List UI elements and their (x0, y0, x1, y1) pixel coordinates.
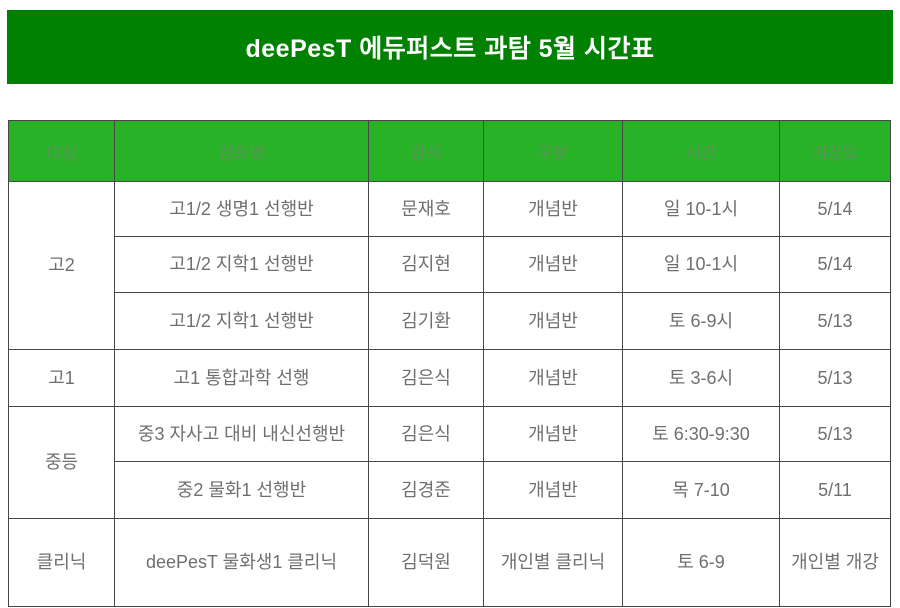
col-header-course: 강좌명 (114, 120, 369, 182)
target-cell: 중등 (8, 406, 115, 519)
table-row: 고1/2 지학1 선행반 김지현 개념반 일 10-1시 5/14 (9, 236, 891, 293)
timetable: 대상 강좌명 강사 구분 시간 개강일 고2 고1/2 생명1 선행반 문재호 … (8, 120, 891, 607)
type-cell: 개념반 (483, 349, 623, 407)
timetable-header: 대상 강좌명 강사 구분 시간 개강일 (8, 120, 891, 182)
course-cell: 고1/2 지학1 선행반 (114, 236, 369, 293)
target-cell: 고2 (8, 181, 115, 350)
col-header-start-date: 개강일 (779, 120, 891, 182)
teacher-cell: 김은식 (368, 349, 484, 407)
header-row: 대상 강좌명 강사 구분 시간 개강일 (8, 120, 891, 182)
col-header-teacher: 강사 (368, 120, 484, 182)
table-row: 중등 중3 자사고 대비 내신선행반 김은식 개념반 토 6:30-9:30 5… (8, 406, 891, 519)
time-cell: 토 3-6시 (622, 349, 780, 407)
type-cell: 개념반 (483, 292, 623, 350)
teacher-cell: 문재호 (368, 181, 484, 237)
table-row: 고1 고1 통합과학 선행 김은식 개념반 토 3-6시 5/13 (8, 349, 891, 407)
time-cell: 일 10-1시 (622, 236, 780, 293)
type-cell: 개념반 (483, 461, 623, 519)
type-cell: 개념반 (483, 181, 623, 237)
teacher-cell: 김덕원 (368, 518, 484, 607)
type-cell: 개념반 (483, 406, 623, 462)
col-header-time: 시간 (622, 120, 780, 182)
teacher-cell: 김기환 (368, 292, 484, 350)
teacher-cell: 김은식 (368, 406, 484, 462)
teacher-cell: 김지현 (368, 236, 484, 293)
table-row: 고2 고1/2 생명1 선행반 문재호 개념반 일 10-1시 5/14 (8, 181, 891, 350)
type-cell: 개념반 (483, 236, 623, 293)
time-cell: 토 6-9 (622, 518, 780, 607)
start-date-cell: 5/13 (779, 292, 891, 350)
start-date-cell: 개인별 개강 (779, 518, 891, 607)
time-cell: 일 10-1시 (622, 181, 780, 237)
course-cell: 중2 물화1 선행반 (114, 461, 369, 519)
teacher-cell: 김경준 (368, 461, 484, 519)
course-cell: 고1/2 생명1 선행반 (114, 181, 369, 237)
table-row: 클리닉 deePesT 물화생1 클리닉 김덕원 개인별 클리닉 토 6-9 개… (8, 518, 891, 607)
table-row: 중2 물화1 선행반 김경준 개념반 목 7-10 5/11 (9, 461, 891, 519)
timetable-body: 고2 고1/2 생명1 선행반 문재호 개념반 일 10-1시 5/14 고1/… (8, 181, 891, 607)
target-cell: 클리닉 (8, 518, 115, 607)
table-row: 고1/2 지학1 선행반 김기환 개념반 토 6-9시 5/13 (9, 292, 891, 350)
start-date-cell: 5/14 (779, 236, 891, 293)
type-cell: 개인별 클리닉 (483, 518, 623, 607)
target-cell: 고1 (8, 349, 115, 407)
course-cell: 고1 통합과학 선행 (114, 349, 369, 407)
time-cell: 토 6:30-9:30 (622, 406, 780, 462)
page-title: deePesT 에듀퍼스트 과탐 5월 시간표 (245, 35, 655, 63)
course-cell: 중3 자사고 대비 내신선행반 (114, 406, 369, 462)
start-date-cell: 5/13 (779, 349, 891, 407)
time-cell: 토 6-9시 (622, 292, 780, 350)
start-date-cell: 5/14 (779, 181, 891, 237)
time-cell: 목 7-10 (622, 461, 780, 519)
course-cell: 고1/2 지학1 선행반 (114, 292, 369, 350)
course-cell: deePesT 물화생1 클리닉 (114, 518, 369, 607)
col-header-target: 대상 (8, 120, 115, 182)
title-banner: deePesT 에듀퍼스트 과탐 5월 시간표 (7, 10, 893, 84)
start-date-cell: 5/13 (779, 406, 891, 462)
col-header-type: 구분 (483, 120, 623, 182)
start-date-cell: 5/11 (779, 461, 891, 519)
